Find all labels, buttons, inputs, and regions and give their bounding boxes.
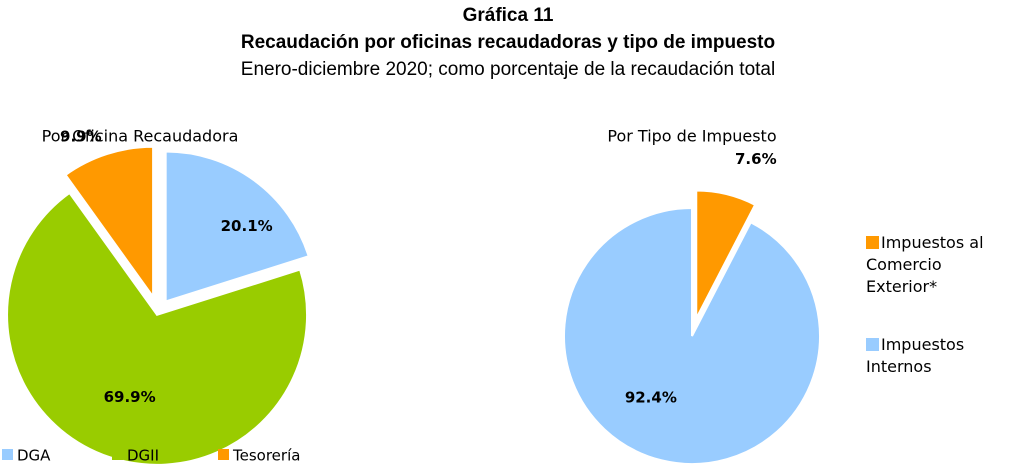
data-label: 9.9% — [60, 127, 102, 145]
legend-swatch — [112, 449, 123, 460]
pie-slice — [6, 191, 308, 466]
pie-slice — [64, 145, 155, 300]
pie-slice — [164, 150, 310, 303]
legend-swatch — [218, 449, 229, 460]
pie-title: Por Tipo de Impuesto — [607, 127, 776, 146]
legend-label: Impuestos Internos — [866, 335, 965, 376]
legend-item: Impuestos Internos — [866, 334, 1016, 378]
pie-slice — [695, 189, 757, 319]
pie-slice — [563, 206, 821, 465]
chart-subtitle: Recaudación por oficinas recaudadoras y … — [241, 32, 775, 53]
legend-label: DGII — [127, 447, 159, 465]
chart-title: Gráfica 11 — [463, 5, 554, 26]
data-label: 69.9% — [104, 388, 156, 406]
legend-label: DGA — [17, 447, 51, 465]
legend-swatch — [866, 338, 879, 351]
legend-label: Impuestos al Comercio Exterior* — [866, 233, 984, 296]
legend-label: Tesorería — [232, 447, 300, 465]
chart-note: Enero-diciembre 2020; como porcentaje de… — [241, 59, 775, 80]
data-label: 20.1% — [221, 217, 273, 235]
pie-title: Por Oficina Recaudadora — [42, 127, 239, 146]
legend-swatch — [2, 449, 13, 460]
legend-swatch — [866, 236, 879, 249]
data-label: 7.6% — [735, 150, 777, 168]
data-label: 92.4% — [625, 389, 677, 407]
legend-item: Impuestos al Comercio Exterior* — [866, 232, 1016, 298]
